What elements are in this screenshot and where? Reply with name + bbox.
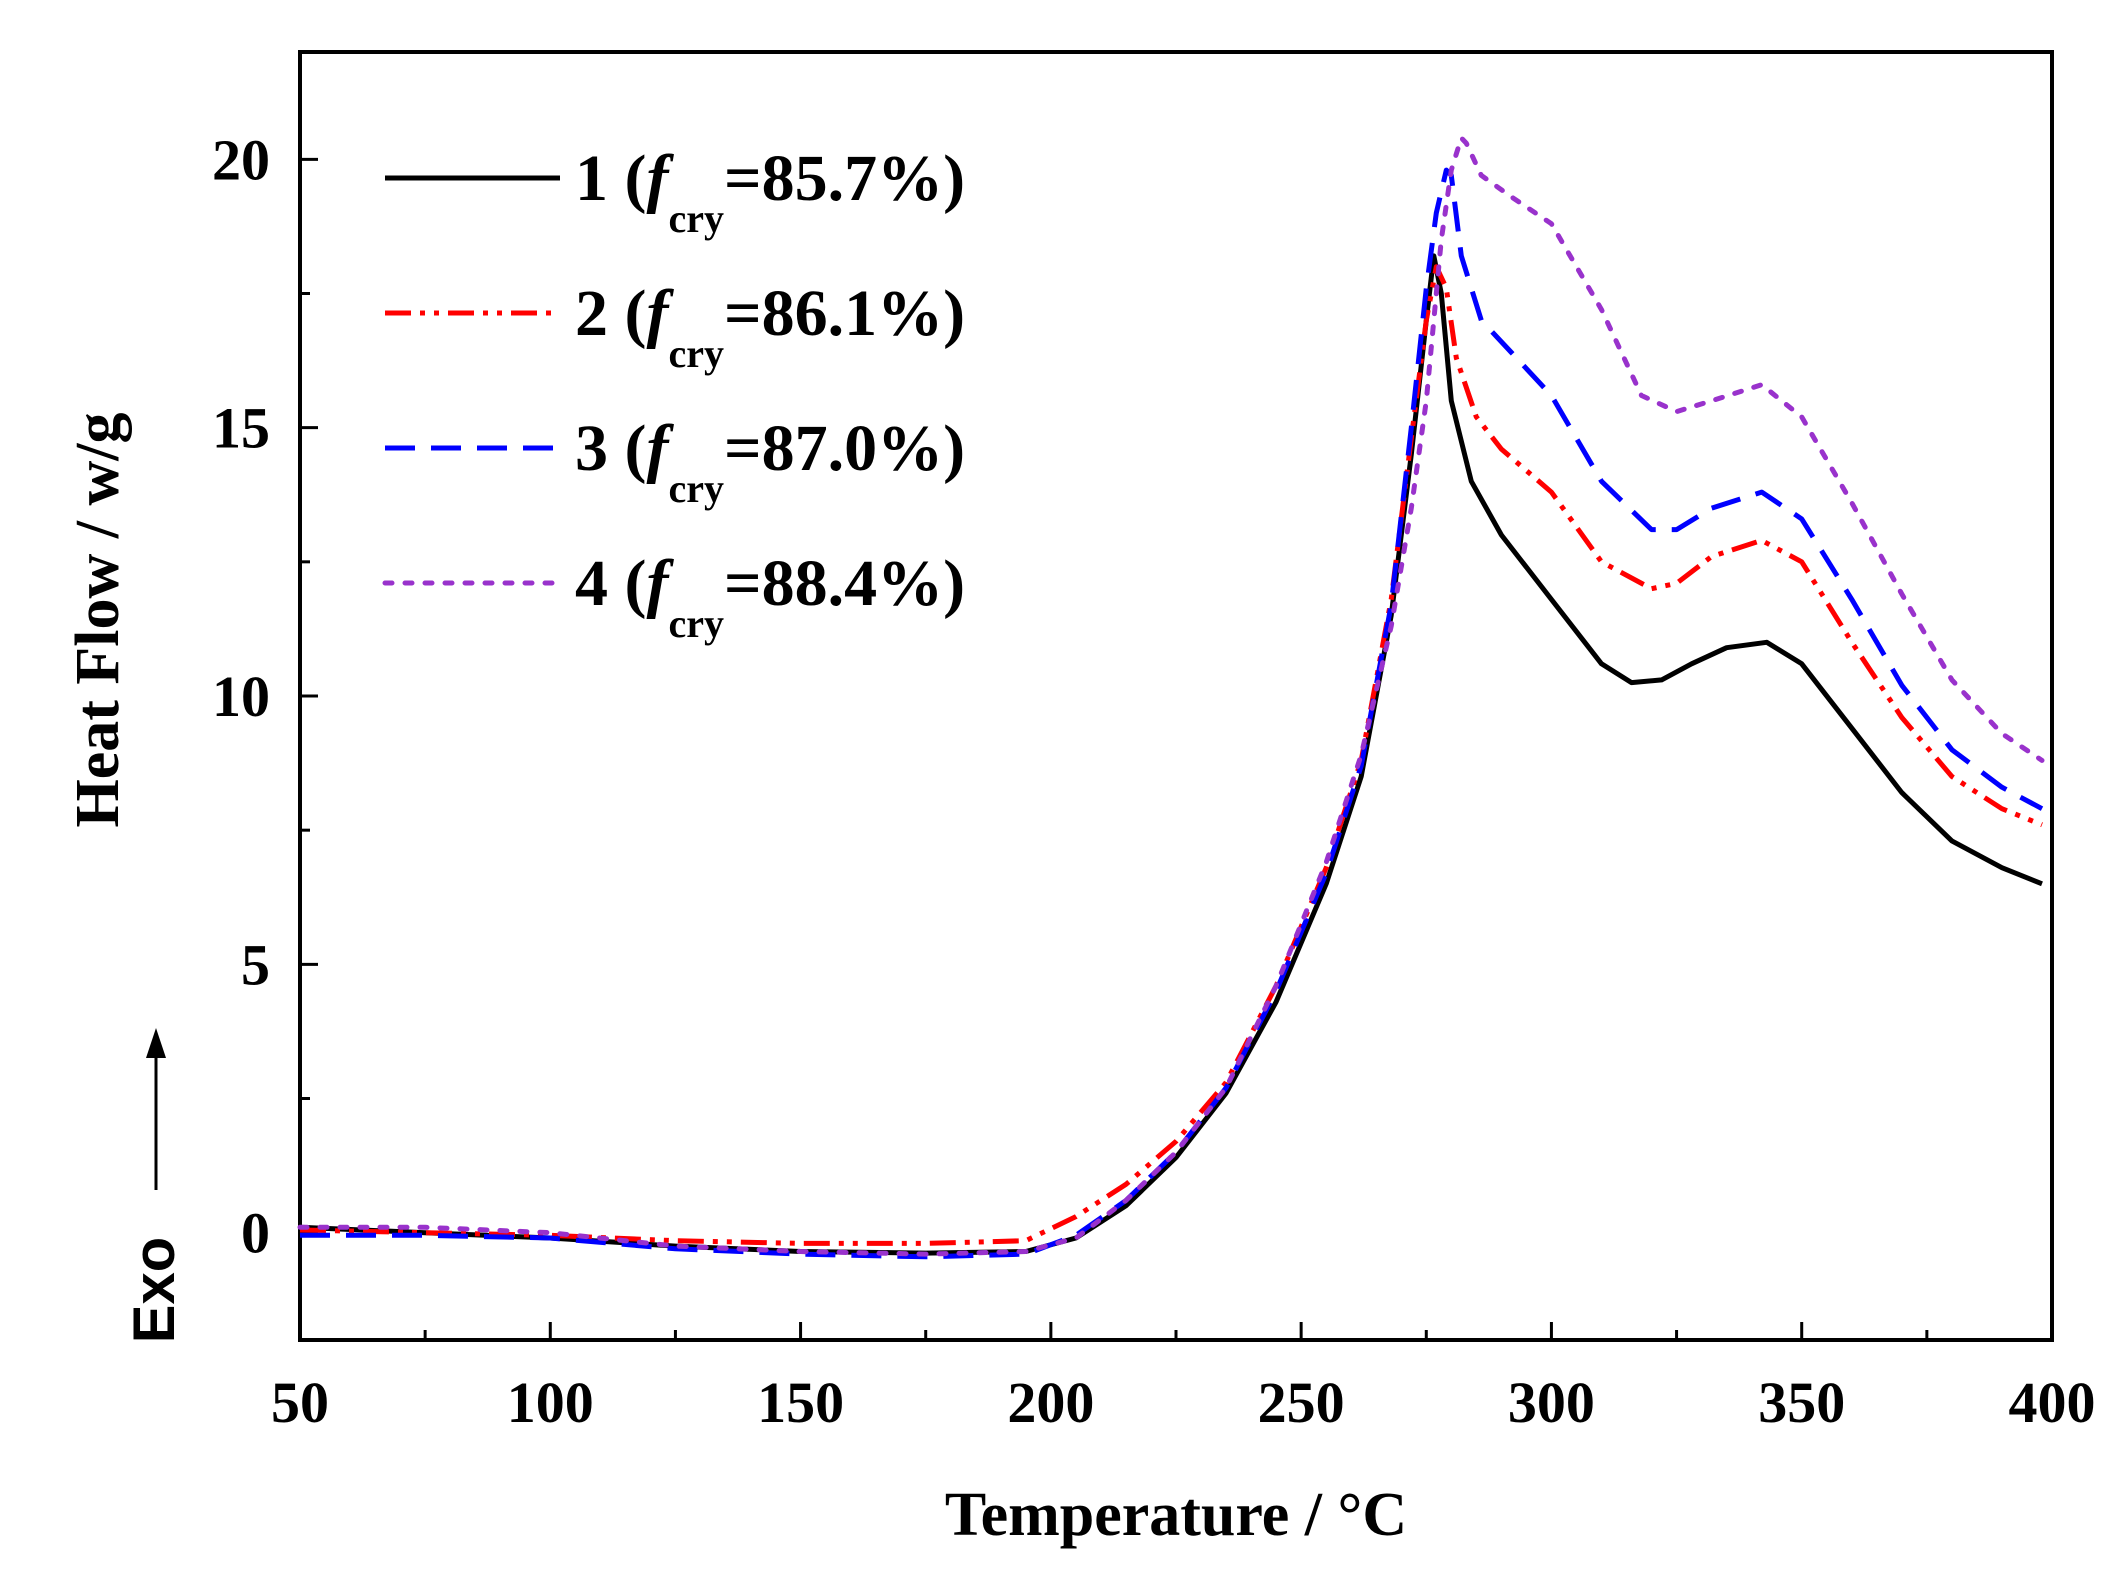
plot-frame	[298, 50, 2054, 1342]
series-line-1	[299, 253, 2043, 1256]
legend-label: 2 (fcry=86.1%)	[575, 277, 965, 376]
legend-label: 4 (fcry=88.4%)	[575, 547, 965, 646]
exo-indicator: Exo	[122, 1028, 187, 1343]
x-tick-label: 50	[271, 1370, 329, 1435]
x-tick-label: 300	[1508, 1370, 1595, 1435]
series-line-2	[299, 264, 2043, 1246]
legend-label: 1 (fcry=85.7%)	[575, 142, 965, 241]
exo-label: Exo	[122, 1237, 187, 1343]
x-tick-label: 150	[757, 1370, 844, 1435]
y-tick-label: 5	[241, 932, 270, 997]
series-line-4	[297, 135, 2045, 1257]
y-tick-label: 0	[241, 1201, 270, 1266]
x-axis-title: Temperature / °C	[945, 1481, 1407, 1549]
legend-item-1: 1 (fcry=85.7%)	[385, 142, 965, 241]
legend-item-2: 2 (fcry=86.1%)	[385, 277, 965, 376]
axis-ticks	[298, 157, 2054, 1340]
x-tick-labels: 50 100 150 200 250 300 350 400	[271, 1370, 2096, 1435]
series-line-3	[300, 167, 2044, 1260]
x-tick-label: 100	[507, 1370, 594, 1435]
legend-item-4: 4 (fcry=88.4%)	[382, 547, 965, 646]
x-tick-label: 200	[1007, 1370, 1094, 1435]
x-tick-label: 400	[2009, 1370, 2096, 1435]
legend-item-3: 3 (fcry=87.0%)	[385, 412, 965, 511]
legend: 1 (fcry=85.7%) 2 (fcry=86.1%) 3 (fcry=87.0…	[382, 142, 965, 646]
x-tick-label: 250	[1258, 1370, 1345, 1435]
y-tick-label: 20	[212, 127, 270, 192]
y-tick-labels: 0 5 10 15 20	[212, 127, 270, 1265]
y-tick-label: 15	[212, 396, 270, 461]
y-axis-title: Heat Flow / w/g	[64, 413, 132, 828]
x-tick-label: 350	[1758, 1370, 1845, 1435]
exo-arrow-head-icon	[146, 1028, 166, 1058]
y-tick-label: 10	[212, 664, 270, 729]
legend-label: 3 (fcry=87.0%)	[575, 412, 965, 511]
series-lines	[297, 135, 2045, 1260]
